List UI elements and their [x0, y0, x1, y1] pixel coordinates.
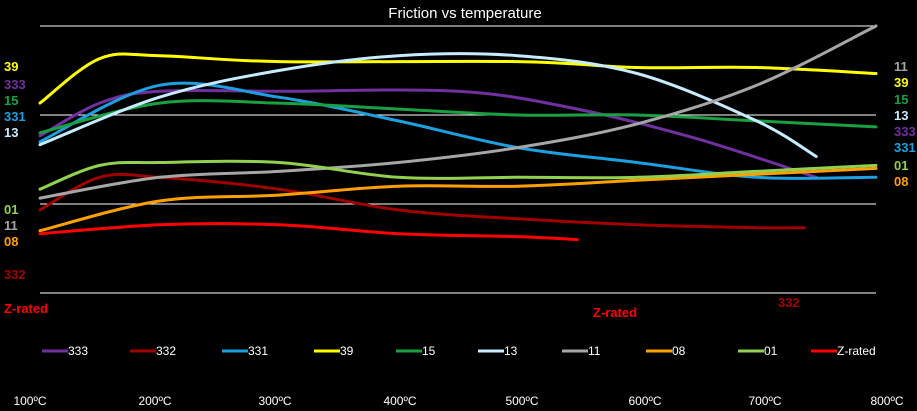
series-line-332: [38, 172, 806, 230]
series-line-39: [38, 52, 878, 105]
x-tick-label: 600ºC: [628, 394, 661, 408]
series-line-z-rated: [38, 222, 579, 242]
right-label-15: 15: [894, 92, 908, 107]
x-tick-label: 400ºC: [383, 394, 416, 408]
series-line-08: [38, 166, 878, 233]
x-tick-label: 200ºC: [138, 394, 171, 408]
left-label-331: 331: [4, 109, 26, 124]
right-label-332: 332: [778, 295, 800, 310]
series-lines: [38, 24, 878, 242]
x-tick-label: 500ºC: [505, 394, 538, 408]
series-line-333: [38, 88, 818, 179]
x-tick-label: 800ºC: [870, 394, 903, 408]
series-line-13: [38, 52, 818, 158]
left-label-01: 01: [4, 202, 18, 217]
left-label-z-rated: Z-rated: [4, 301, 48, 316]
right-label-08: 08: [894, 174, 908, 189]
left-label-11: 11: [4, 218, 18, 233]
x-tick-label: 100ºC: [13, 394, 46, 408]
x-axis-ticks: 100ºC 200ºC 300ºC 400ºC 500ºC 600ºC 700ºC 800ºC: [13, 394, 903, 408]
left-label-39: 39: [4, 59, 18, 74]
left-label-13: 13: [4, 125, 18, 140]
legend-label-08: 08: [672, 344, 686, 358]
gridlines: [40, 25, 876, 294]
x-tick-label: 300ºC: [258, 394, 291, 408]
legend-label-333: 333: [68, 344, 88, 358]
left-label-15: 15: [4, 93, 18, 108]
left-label-08: 08: [4, 234, 18, 249]
series-line-01: [38, 159, 878, 191]
series-line-11: [38, 24, 878, 200]
legend-label-331: 331: [248, 344, 268, 358]
legend-label-z-rated: Z-rated: [837, 344, 876, 358]
x-tick-label: 700ºC: [748, 394, 781, 408]
legend-label-332: 332: [156, 344, 176, 358]
right-label-01: 01: [894, 158, 908, 173]
left-label-332: 332: [4, 267, 26, 282]
chart-title: Friction vs temperature: [388, 5, 541, 22]
right-label-z-rated: Z-rated: [593, 305, 637, 320]
legend: 333 332 331 39 15 13 11 08 01 Z-rated: [42, 344, 876, 358]
right-label-39: 39: [894, 75, 908, 90]
right-label-11: 11: [894, 59, 908, 74]
legend-label-39: 39: [340, 344, 354, 358]
legend-label-11: 11: [588, 344, 601, 358]
legend-label-01: 01: [764, 344, 778, 358]
legend-label-15: 15: [422, 344, 436, 358]
legend-label-13: 13: [504, 344, 518, 358]
right-label-333: 333: [894, 124, 916, 139]
right-label-13: 13: [894, 108, 908, 123]
left-label-333: 333: [4, 77, 26, 92]
right-label-331: 331: [894, 140, 916, 155]
series-line-15: [38, 99, 878, 135]
